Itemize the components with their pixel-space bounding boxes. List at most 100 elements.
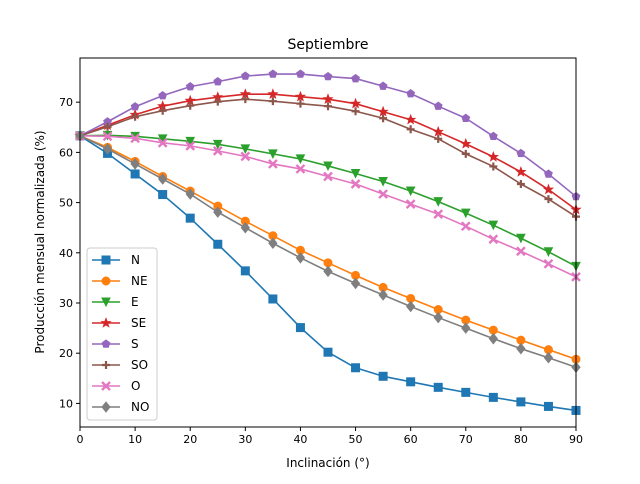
data-point-no (158, 173, 168, 185)
data-point-n (351, 363, 361, 373)
legend-marker-n (101, 255, 111, 265)
data-point-e (185, 136, 196, 147)
data-point-so (241, 95, 250, 104)
data-point-s (488, 131, 498, 141)
data-point-so (213, 97, 222, 106)
data-point-s (406, 89, 416, 98)
plot-area (80, 58, 576, 427)
legend-item-ne: NE (92, 274, 148, 288)
y-tick-label: 40 (59, 247, 73, 260)
data-point-e (350, 168, 361, 179)
data-point-s (516, 148, 526, 158)
data-point-e (157, 134, 168, 144)
data-point-s (323, 71, 333, 81)
data-point-o (295, 164, 306, 174)
y-tick-label: 30 (59, 297, 73, 310)
data-point-se (542, 183, 555, 195)
legend-item-no: NO (92, 400, 149, 414)
data-point-e (268, 149, 278, 160)
data-point-so (516, 180, 525, 189)
data-point-s (158, 91, 168, 100)
data-point-n (130, 169, 140, 179)
data-point-o (543, 258, 554, 269)
legend-item-s: S (92, 337, 139, 351)
y-tick-label: 60 (59, 146, 73, 159)
legend-label-se: SE (131, 316, 146, 330)
x-tick-label: 90 (569, 433, 583, 446)
data-point-no (433, 311, 443, 324)
x-tick-label: 60 (404, 433, 418, 446)
data-point-o (102, 131, 113, 142)
data-point-no (516, 342, 526, 355)
data-point-s (240, 71, 250, 80)
data-point-s (213, 76, 223, 86)
data-point-n (295, 323, 305, 333)
data-point-e (405, 186, 416, 197)
data-point-se (515, 166, 527, 177)
data-point-o (488, 234, 499, 245)
data-point-no (240, 221, 250, 234)
data-point-e (488, 220, 499, 231)
x-tick-label: 50 (349, 433, 363, 446)
legend-items: N NE E SE S SO O NO (92, 253, 149, 414)
x-tick-label: 40 (293, 433, 307, 446)
x-tick-label: 10 (128, 433, 142, 446)
x-tick-label: 80 (514, 433, 528, 446)
data-point-so (379, 114, 388, 123)
data-point-n (378, 371, 388, 381)
data-point-o (405, 199, 416, 209)
legend-label-o: O (131, 379, 140, 393)
x-axis-label: Inclinación (°) (286, 456, 369, 470)
legend-label-e: E (131, 295, 139, 309)
legend-label-no: NO (131, 400, 149, 414)
y-tick-label: 20 (59, 347, 73, 360)
legend-label-so: SO (131, 358, 148, 372)
data-point-o (240, 151, 251, 162)
data-point-n (158, 190, 168, 200)
series-o (75, 130, 581, 282)
data-point-s (185, 82, 195, 91)
data-point-no (130, 158, 140, 170)
data-point-o (323, 171, 333, 182)
data-point-se (377, 105, 389, 117)
data-point-se (432, 125, 444, 137)
legend-marker-e (101, 297, 111, 308)
data-point-s (130, 102, 140, 111)
data-point-no (323, 265, 333, 278)
data-point-s (378, 81, 388, 90)
data-point-o (460, 221, 471, 232)
data-point-e (212, 139, 223, 150)
x-tick-label: 0 (77, 433, 84, 446)
data-point-n (461, 387, 471, 397)
data-point-o (516, 246, 526, 257)
axes-frame (79, 57, 577, 428)
data-point-s (461, 113, 471, 122)
data-point-o (268, 159, 278, 169)
legend-marker-so (102, 361, 110, 369)
data-point-se (460, 137, 472, 149)
data-point-se (267, 88, 279, 99)
legend-marker-se (100, 317, 112, 328)
data-point-o (378, 189, 388, 199)
y-tick-label: 10 (59, 397, 73, 410)
data-point-no (185, 188, 195, 200)
data-point-n (488, 392, 498, 402)
data-point-se (349, 97, 362, 109)
data-point-no (461, 322, 471, 334)
data-point-n (433, 382, 443, 392)
data-point-no (268, 237, 278, 250)
data-point-n (268, 294, 278, 304)
data-point-n (213, 239, 223, 249)
series-no (75, 130, 581, 374)
data-point-so (434, 134, 443, 143)
data-point-no (295, 252, 306, 264)
data-point-n (406, 377, 416, 387)
data-point-s (351, 73, 360, 83)
data-point-e (516, 233, 526, 244)
legend-marker-o (101, 381, 111, 391)
data-point-o (185, 141, 196, 151)
data-point-so (544, 195, 553, 204)
data-point-n (323, 347, 333, 357)
data-point-n (185, 213, 195, 223)
x-tick-label: 70 (459, 433, 473, 446)
